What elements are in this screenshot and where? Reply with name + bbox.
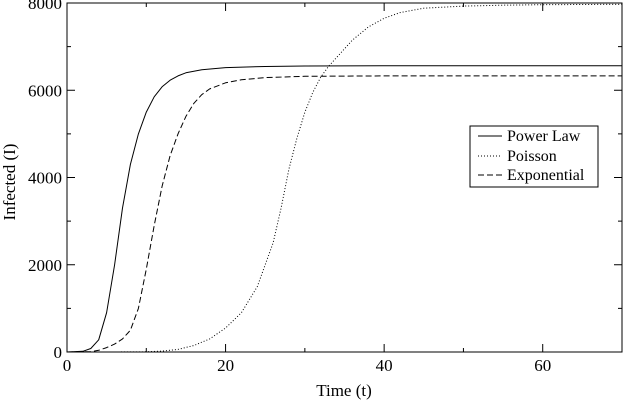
y-tick-label: 6000 [28,81,62,100]
legend-label-power-law: Power Law [507,128,581,145]
legend-label-poisson: Poisson [507,148,557,165]
y-axis-label: Infected (I) [0,144,19,221]
x-tick-label: 60 [534,356,551,375]
series-line-poisson [67,3,623,353]
legend-label-exponential: Exponential [507,167,585,184]
tick-labels: 0 20 40 60 0 2000 4000 6000 8000 [28,0,551,375]
y-tick-label: 4000 [28,169,62,188]
x-axis-label: Time (t) [316,381,372,400]
series-line-power-law [66,65,622,353]
legend: Power Law Poisson Exponential [469,125,599,188]
x-tick-label: 40 [376,356,393,375]
x-tick-label: 0 [63,356,72,375]
y-tick-label: 2000 [28,256,62,275]
series-layer [66,3,623,353]
series-line-exponential [66,75,622,353]
y-tick-label: 8000 [28,0,62,13]
x-tick-label: 20 [217,356,234,375]
y-tick-label: 0 [54,343,63,362]
